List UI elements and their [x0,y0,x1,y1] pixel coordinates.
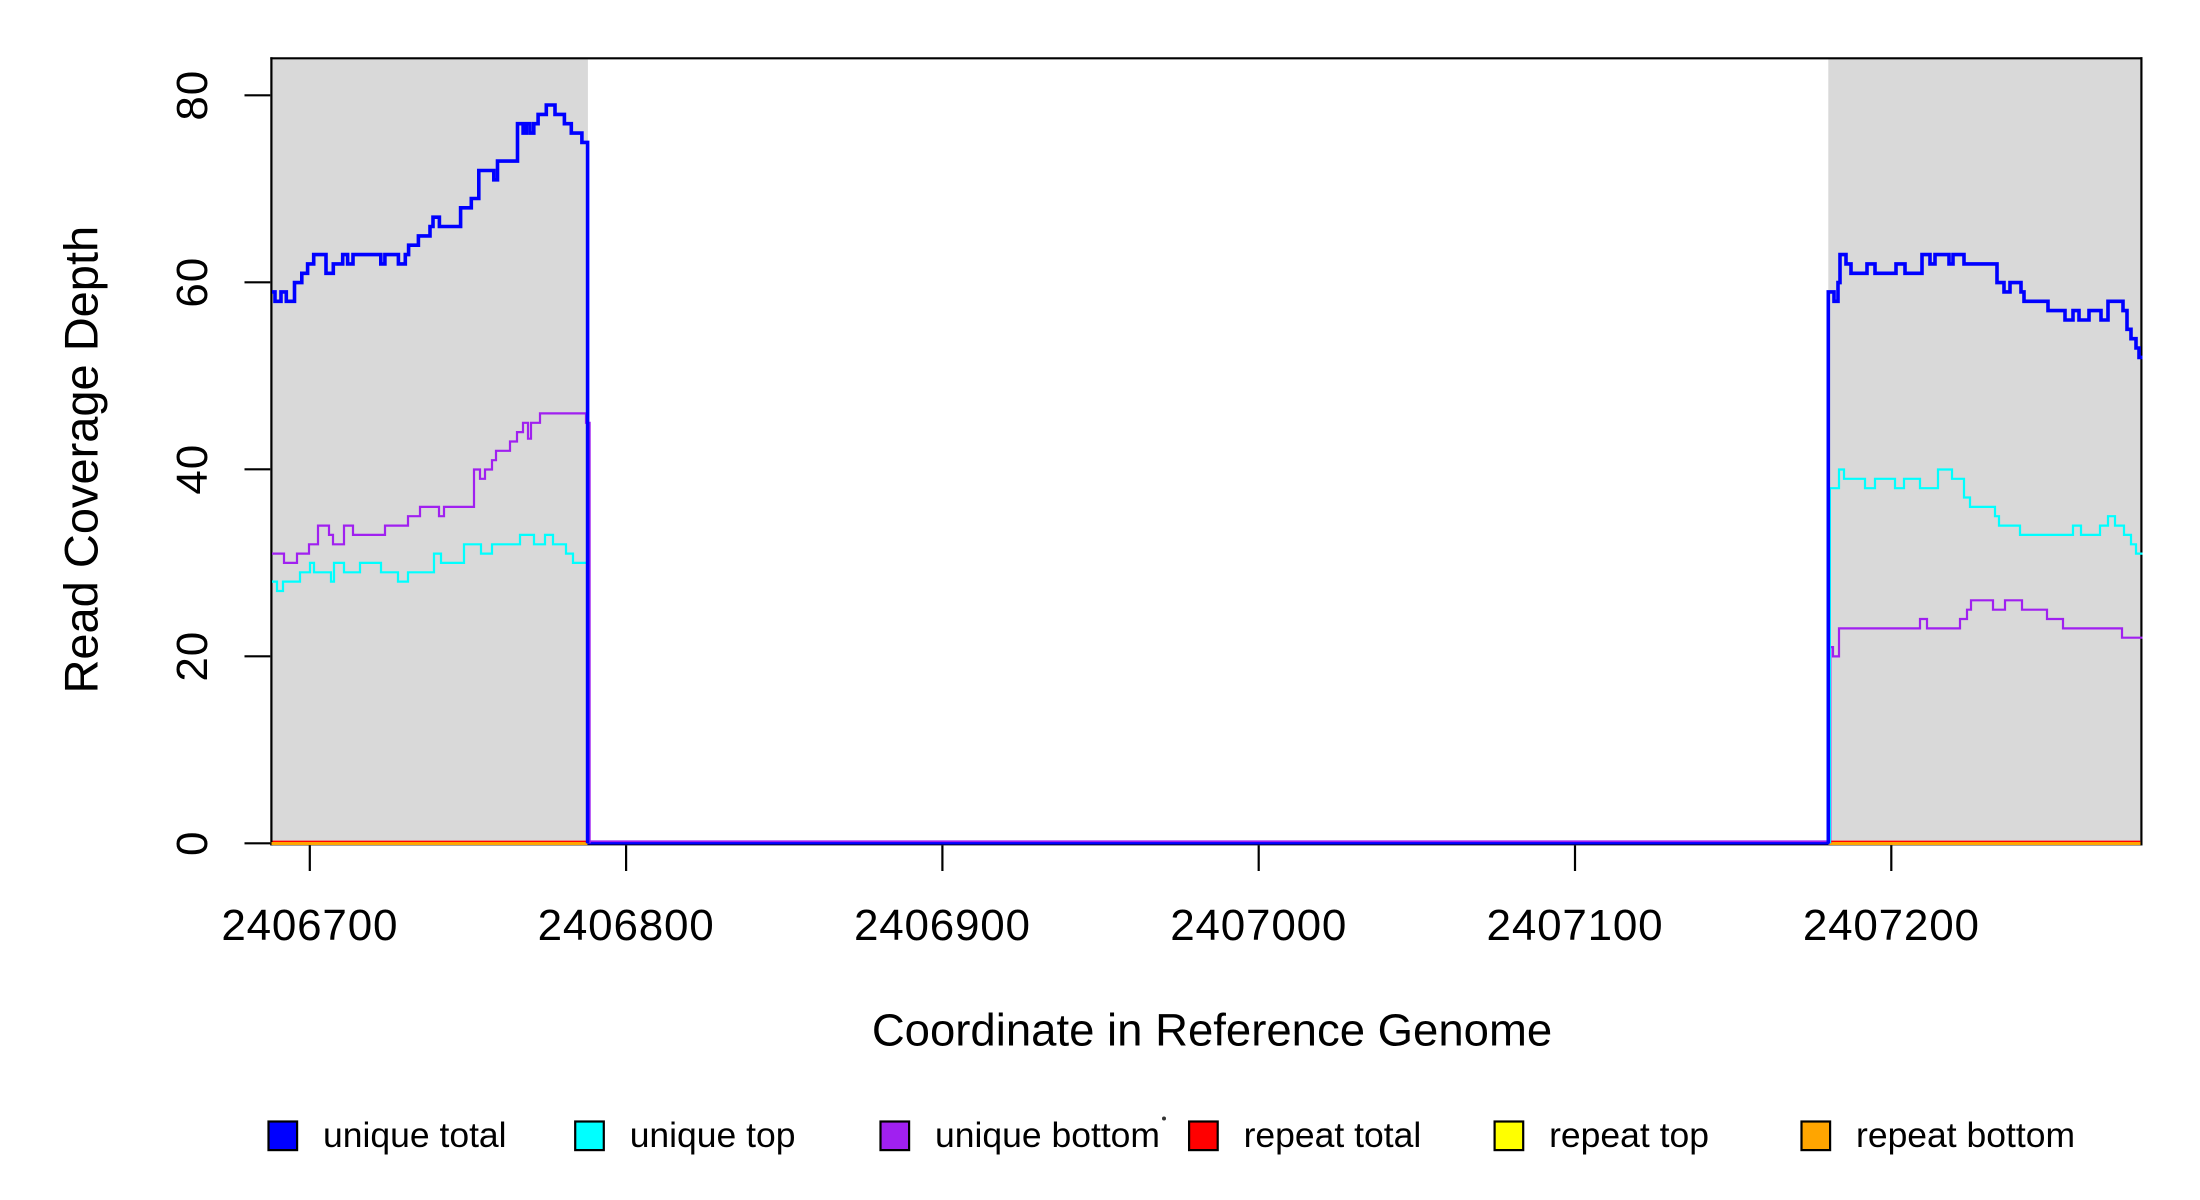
svg-text:repeat top: repeat top [1549,1115,1709,1155]
svg-text:60: 60 [168,257,217,308]
svg-text:40: 40 [168,444,217,495]
svg-text:20: 20 [168,631,217,682]
svg-text:2407100: 2407100 [1487,901,1664,950]
svg-text:80: 80 [168,70,217,121]
svg-text:0: 0 [168,831,217,856]
svg-text:2406900: 2406900 [854,901,1031,950]
svg-text:repeat bottom: repeat bottom [1856,1115,2075,1155]
svg-text:repeat total: repeat total [1244,1115,1422,1155]
svg-text:2407000: 2407000 [1170,901,1347,950]
svg-text:2406700: 2406700 [221,901,398,950]
svg-text:unique total: unique total [323,1115,507,1155]
svg-text:2407200: 2407200 [1803,901,1980,950]
svg-text:2406800: 2406800 [538,901,715,950]
svg-text:Read Coverage Depth: Read Coverage Depth [55,226,108,694]
svg-text:unique bottom: unique bottom [935,1115,1160,1155]
svg-text:Coordinate in Reference Genome: Coordinate in Reference Genome [872,1005,1552,1056]
svg-text:unique top: unique top [630,1115,796,1155]
